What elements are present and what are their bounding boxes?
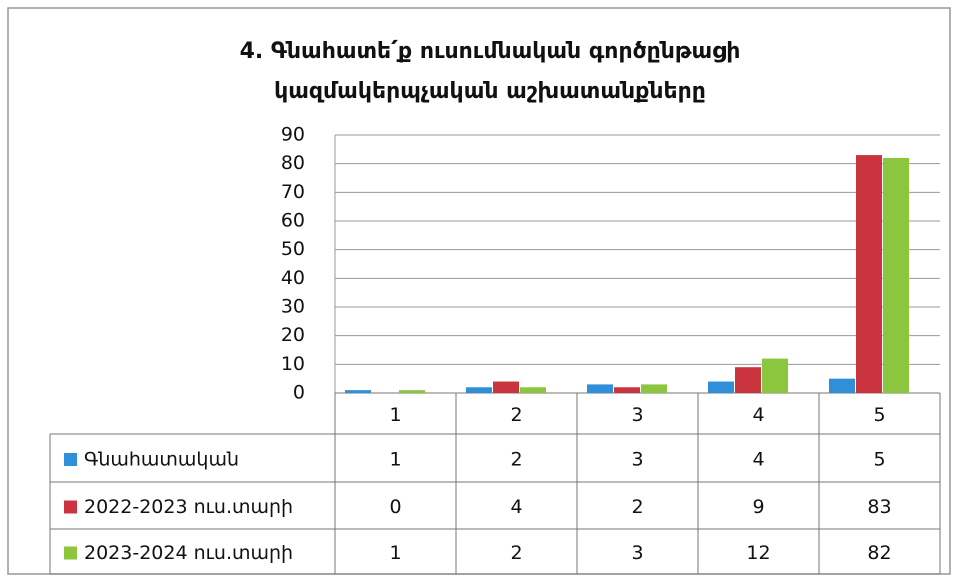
chart-title: 4. Գնահատե՛ք ուսումնական գործընթացի — [240, 39, 741, 64]
y-tick-label: 70 — [281, 181, 305, 203]
table-value: 4 — [510, 496, 522, 518]
bar — [856, 155, 882, 393]
y-tick-label: 50 — [281, 238, 305, 260]
bar — [345, 390, 371, 393]
bar — [399, 390, 425, 393]
table-value: 1 — [389, 449, 401, 471]
chart-title: կազմակերպչական աշխատանքները — [274, 79, 706, 104]
bar — [520, 387, 546, 393]
bar — [587, 384, 613, 393]
table-value: 3 — [631, 449, 643, 471]
bar — [466, 387, 492, 393]
legend-label: 2022-2023 ուս.տարի — [84, 496, 293, 518]
x-tick-label: 4 — [752, 404, 764, 426]
y-tick-label: 40 — [281, 267, 305, 289]
y-tick-label: 30 — [281, 296, 305, 318]
legend-swatch — [64, 453, 77, 466]
legend-label: 2023-2024 ուս.տարի — [84, 542, 293, 564]
table-value: 4 — [752, 449, 764, 471]
bar — [493, 381, 519, 393]
legend-swatch — [64, 500, 77, 514]
table-value: 5 — [873, 449, 885, 471]
y-tick-label: 0 — [293, 382, 305, 404]
x-tick-label: 5 — [873, 404, 885, 426]
y-tick-label: 80 — [281, 152, 305, 174]
table-value: 82 — [867, 542, 891, 564]
table-value: 2 — [631, 496, 643, 518]
legend-swatch — [64, 546, 77, 560]
x-tick-label: 3 — [631, 404, 643, 426]
table-value: 2 — [510, 542, 522, 564]
x-tick-label: 2 — [510, 404, 522, 426]
legend-label: Գնահատական — [84, 449, 239, 471]
y-tick-label: 90 — [281, 124, 305, 146]
table-value: 9 — [752, 496, 764, 518]
table-value: 2 — [510, 449, 522, 471]
bar — [735, 367, 761, 393]
bar — [641, 384, 667, 393]
table-value: 1 — [389, 542, 401, 564]
bar — [708, 381, 734, 393]
bar — [762, 358, 788, 393]
bar — [883, 157, 909, 393]
x-tick-label: 1 — [389, 404, 401, 426]
table-value: 3 — [631, 542, 643, 564]
table-value: 0 — [389, 496, 401, 518]
y-tick-label: 10 — [281, 353, 305, 375]
table-value: 12 — [746, 542, 770, 564]
bar — [829, 378, 855, 393]
y-tick-label: 60 — [281, 210, 305, 232]
y-tick-label: 20 — [281, 324, 305, 346]
table-value: 83 — [867, 496, 891, 518]
bar — [614, 387, 640, 393]
